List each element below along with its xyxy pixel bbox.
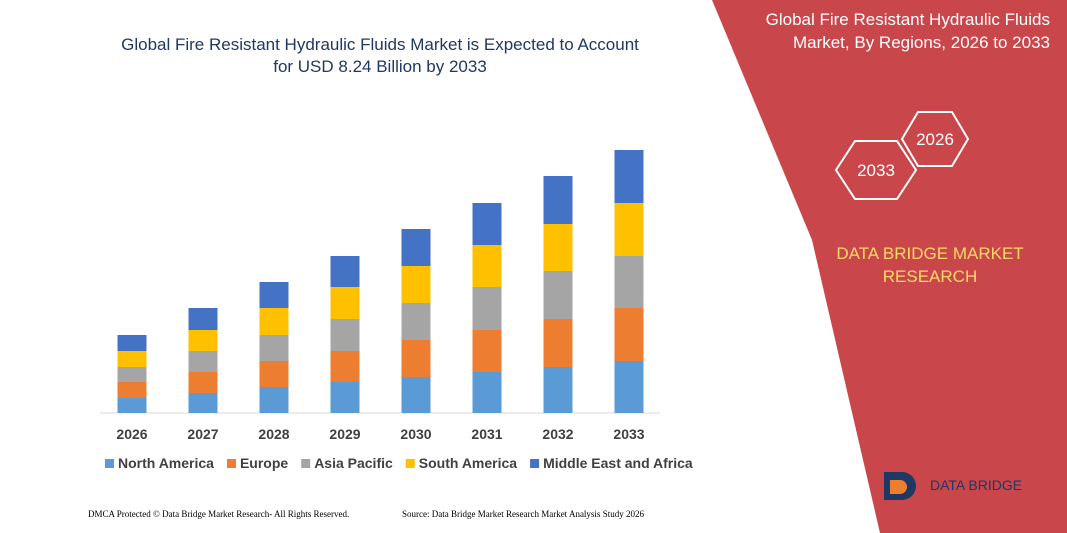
bar-segment (401, 377, 431, 413)
side-panel (712, 0, 1067, 533)
bar-segment (330, 382, 360, 413)
bar-segment (117, 351, 147, 367)
bar-segment (401, 340, 431, 377)
bar-segment (543, 224, 573, 271)
logo-text: DATA BRIDGE (930, 477, 1022, 493)
bar-segment (330, 319, 360, 351)
bar-segment (472, 203, 502, 245)
plot: 2026 2027 2028 2029 2030 2031 2032 2033 North Am… (100, 150, 693, 471)
bar-segment (614, 150, 644, 203)
bar-segment (188, 393, 218, 413)
bar-segment (401, 266, 431, 303)
bar-segment (330, 256, 360, 287)
bar-segment (472, 372, 502, 413)
bar-segment (188, 330, 218, 351)
bar-segment (259, 308, 289, 335)
bar-segment (259, 387, 289, 413)
x-tick-label: 2029 (329, 426, 360, 442)
bar-segment (614, 256, 644, 308)
bar-segment (543, 271, 573, 319)
legend-swatch (226, 459, 236, 468)
bar-segment (259, 335, 289, 361)
bar-segment (543, 367, 573, 413)
x-tick-label: 2032 (542, 426, 573, 442)
legend-swatch (105, 459, 114, 468)
bar-segment (614, 361, 644, 413)
bar-segment (401, 303, 431, 340)
legend-label: Europe (240, 455, 288, 471)
bar-segment (401, 229, 431, 266)
hex-label: 2033 (857, 161, 895, 180)
hexagon (834, 140, 918, 200)
title-box: Global Fire Resistant Hydraulic Fluids M… (121, 35, 639, 76)
chart-title: Global Fire Resistant Hydraulic Fluids M… (121, 35, 639, 76)
legend-swatch (405, 459, 415, 468)
bar-segment (330, 351, 360, 382)
x-tick-label: 2026 (116, 426, 147, 442)
bar-segment (472, 330, 502, 372)
panel-title-box: Global Fire Resistant Hydraulic Fluids M… (765, 10, 1050, 52)
x-tick-label: 2030 (400, 426, 431, 442)
logo-icon (890, 480, 907, 494)
bar-segment (188, 351, 218, 372)
brand-box: DATA BRIDGE MARKET RESEARCH (836, 244, 1024, 286)
bar-segment (117, 367, 147, 382)
x-tick-label: 2028 (258, 426, 289, 442)
bar-segment (117, 398, 147, 413)
legend-label: North America (118, 455, 214, 471)
bar-segment (472, 245, 502, 287)
bar-segment (472, 287, 502, 330)
legend-swatch (301, 459, 311, 468)
footer-right: Source: Data Bridge Market Research Mark… (402, 509, 644, 519)
legend-label: Asia Pacific (314, 455, 393, 471)
bar-segment (614, 203, 644, 256)
bar-segment (330, 287, 360, 319)
bar-segment (188, 372, 218, 393)
bar-segment (543, 176, 573, 224)
legend-label: South America (419, 455, 517, 471)
legend-label: Middle East and Africa (543, 455, 693, 471)
footer-left: DMCA Protected © Data Bridge Market Rese… (88, 509, 349, 519)
bar-segment (543, 319, 573, 367)
bar-segment (614, 308, 644, 361)
x-tick-label: 2027 (187, 426, 218, 442)
legend-swatch (530, 459, 540, 468)
bar-segment (117, 382, 147, 398)
bar-segment (188, 308, 218, 330)
hexagon (900, 111, 970, 167)
bar-segment (117, 335, 147, 351)
brand: DATA BRIDGE MARKET RESEARCH (836, 244, 1024, 286)
x-tick-label: 2031 (471, 426, 502, 442)
bar-segment (259, 361, 289, 387)
x-tick-label: 2033 (613, 426, 644, 442)
hex-label: 2026 (916, 130, 954, 149)
panel-title: Global Fire Resistant Hydraulic Fluids M… (765, 10, 1050, 52)
bar-segment (259, 282, 289, 308)
